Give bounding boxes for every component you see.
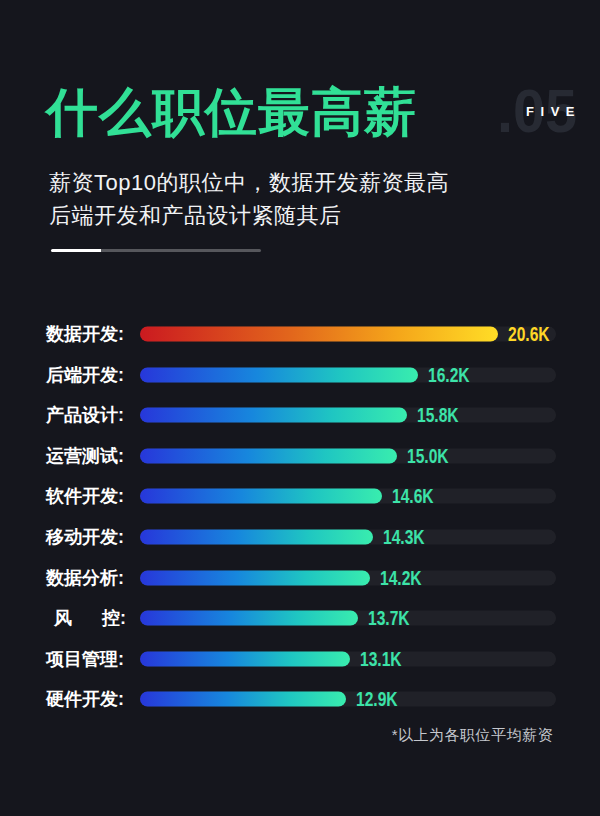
- bar-normal: [140, 367, 418, 382]
- category-label: 运营测试:: [46, 444, 124, 468]
- value-label: 15.0K: [407, 444, 449, 467]
- section-index-word: FIVE: [526, 104, 581, 119]
- chart-row: 后端开发: 16.2K: [0, 355, 600, 396]
- value-label: 20.6K: [508, 323, 550, 346]
- category-label: 软件开发:: [46, 484, 124, 508]
- category-label: 硬件开发:: [46, 687, 124, 711]
- bar-normal: [140, 448, 397, 463]
- value-label: 13.7K: [368, 607, 410, 630]
- chart-row: 风控: 13.7K: [0, 598, 600, 639]
- chart-row: 硬件开发: 12.9K: [0, 679, 600, 720]
- bar-normal: [140, 611, 358, 626]
- subtitle-line-2: 后端开发和产品设计紧随其后: [49, 205, 342, 227]
- infographic-page: 什么职位最高薪 .05 FIVE 薪资Top10的职位中，数据开发薪资最高 后端…: [0, 0, 600, 816]
- bar-normal: [140, 692, 346, 707]
- value-label: 12.9K: [356, 688, 398, 711]
- bar-normal: [140, 408, 407, 423]
- value-label: 14.6K: [392, 485, 434, 508]
- value-label: 15.8K: [417, 404, 459, 427]
- chart-footnote: *以上为各职位平均薪资: [392, 726, 553, 745]
- bar-normal: [140, 570, 370, 585]
- chart-row: 运营测试: 15.0K: [0, 436, 600, 477]
- chart-row: 移动开发: 14.3K: [0, 517, 600, 558]
- category-label: 移动开发:: [46, 525, 124, 549]
- value-label: 13.1K: [360, 647, 402, 670]
- bar-normal: [140, 530, 373, 545]
- bar-normal: [140, 489, 382, 504]
- value-label: 14.3K: [383, 526, 425, 549]
- value-label: 14.2K: [380, 566, 422, 589]
- category-label: 后端开发:: [46, 363, 124, 387]
- chart-row: 产品设计: 15.8K: [0, 395, 600, 436]
- bar-normal: [140, 651, 350, 666]
- category-label: 项目管理:: [46, 647, 124, 671]
- category-label: 产品设计:: [46, 403, 124, 427]
- value-label: 16.2K: [428, 363, 470, 386]
- chart-row: 数据分析: 14.2K: [0, 557, 600, 598]
- page-title: 什么职位最高薪: [46, 84, 417, 141]
- category-label: 数据开发:: [46, 322, 124, 346]
- chart-row: 数据开发: 20.6K: [0, 314, 600, 355]
- category-label: 数据分析:: [46, 566, 124, 590]
- divider-line: [51, 249, 261, 252]
- bar-highlight: [140, 327, 498, 342]
- chart-row: 项目管理: 13.1K: [0, 638, 600, 679]
- category-label: 风控:: [46, 606, 126, 630]
- chart-row: 软件开发: 14.6K: [0, 476, 600, 517]
- subtitle-line-1: 薪资Top10的职位中，数据开发薪资最高: [49, 172, 449, 194]
